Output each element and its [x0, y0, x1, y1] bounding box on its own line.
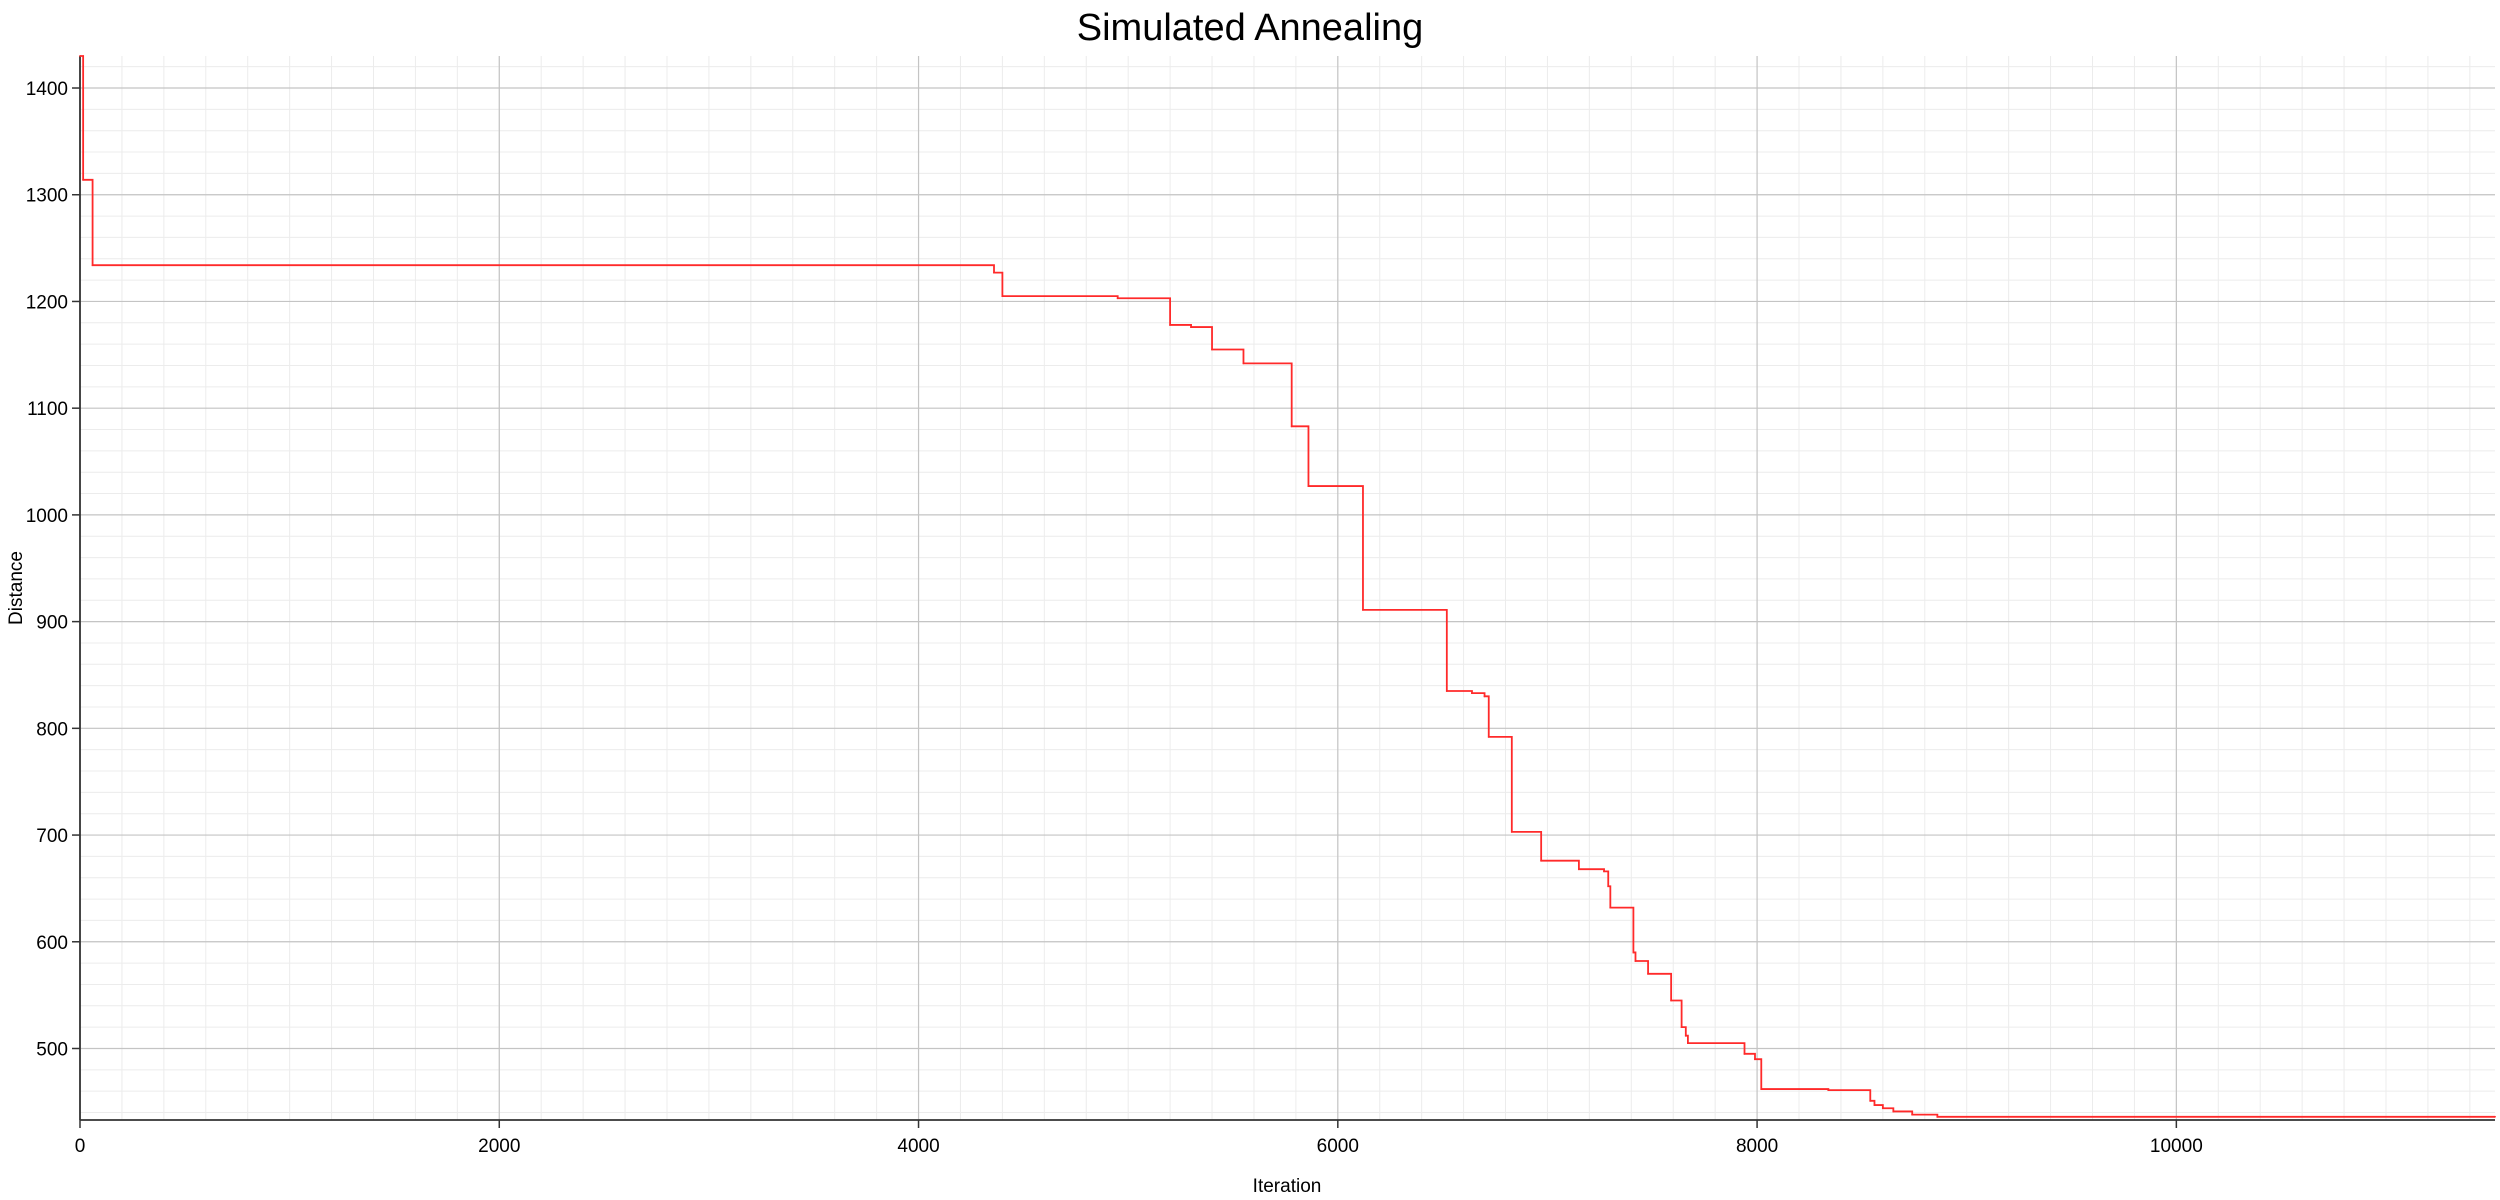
data-point — [82, 178, 85, 181]
y-tick-label: 1300 — [26, 186, 68, 207]
x-tick-label: 10000 — [2150, 1136, 2203, 1157]
data-point — [1169, 324, 1172, 326]
data-point — [1936, 1115, 1939, 1118]
y-tick-label: 800 — [36, 719, 68, 740]
y-tick-label: 1200 — [26, 292, 68, 313]
data-point — [1647, 972, 1649, 975]
data-point — [1873, 1104, 1876, 1106]
data-point — [1483, 695, 1486, 698]
data-point — [1211, 348, 1213, 351]
data-point — [1687, 1042, 1689, 1045]
major-grid — [79, 56, 2495, 1120]
data-point — [1760, 1088, 1763, 1090]
data-point — [1577, 868, 1580, 871]
data-point — [1307, 485, 1310, 487]
series-line-0 — [80, 55, 2495, 1118]
data-point — [1607, 885, 1610, 888]
data-point — [1911, 1113, 1914, 1116]
data-point — [1540, 859, 1543, 862]
data-point — [1116, 297, 1119, 300]
data-point — [1670, 999, 1673, 1002]
y-tick-label: 1100 — [27, 399, 68, 420]
data-point — [1869, 1099, 1872, 1102]
y-axis-label: Distance — [6, 551, 27, 625]
x-tick-label: 8000 — [1736, 1136, 1778, 1157]
data-point — [1445, 690, 1448, 692]
x-tick-label: 4000 — [897, 1136, 939, 1157]
data-point — [2494, 1115, 2496, 1118]
data-point — [1510, 830, 1513, 833]
y-tick-label: 500 — [36, 1039, 68, 1060]
data-point — [79, 55, 81, 57]
y-tick-label: 700 — [36, 826, 68, 847]
data-point — [1290, 425, 1293, 428]
y-tick-label: 900 — [36, 613, 68, 634]
y-tick-label: 600 — [36, 933, 68, 954]
data-point — [1242, 362, 1245, 365]
data-point — [91, 264, 94, 267]
data-point — [1634, 960, 1637, 962]
data-point — [1471, 692, 1473, 695]
series-layer — [79, 55, 2496, 1118]
data-point — [1362, 608, 1364, 611]
data-point — [1487, 735, 1490, 738]
data-point — [993, 271, 995, 274]
x-tick-label: 2000 — [478, 1136, 520, 1157]
data-point — [1743, 1052, 1746, 1055]
x-tick-label: 0 — [75, 1136, 86, 1157]
minor-grid — [79, 56, 2495, 1120]
x-axis-label: Iteration — [1253, 1176, 1322, 1197]
data-point — [1603, 870, 1605, 873]
tick-labels: 0 2000 4000 6000 8000 10000 500 600 700 800 900 100… — [26, 79, 2203, 1157]
data-point — [1001, 295, 1004, 298]
x-tick-label: 6000 — [1317, 1136, 1359, 1157]
y-tick-label: 1000 — [26, 506, 68, 527]
chart-title: Simulated Annealing — [1077, 7, 1423, 49]
data-point — [1684, 1034, 1687, 1037]
data-point — [1754, 1058, 1756, 1061]
data-point — [1827, 1089, 1830, 1092]
data-point — [1632, 951, 1635, 954]
y-tick-label: 1400 — [26, 79, 68, 100]
data-point — [1609, 906, 1612, 909]
data-point — [1881, 1107, 1884, 1110]
data-point — [1190, 326, 1192, 328]
data-point — [1680, 1026, 1683, 1029]
axes — [72, 56, 2495, 1128]
data-point — [1892, 1110, 1895, 1113]
